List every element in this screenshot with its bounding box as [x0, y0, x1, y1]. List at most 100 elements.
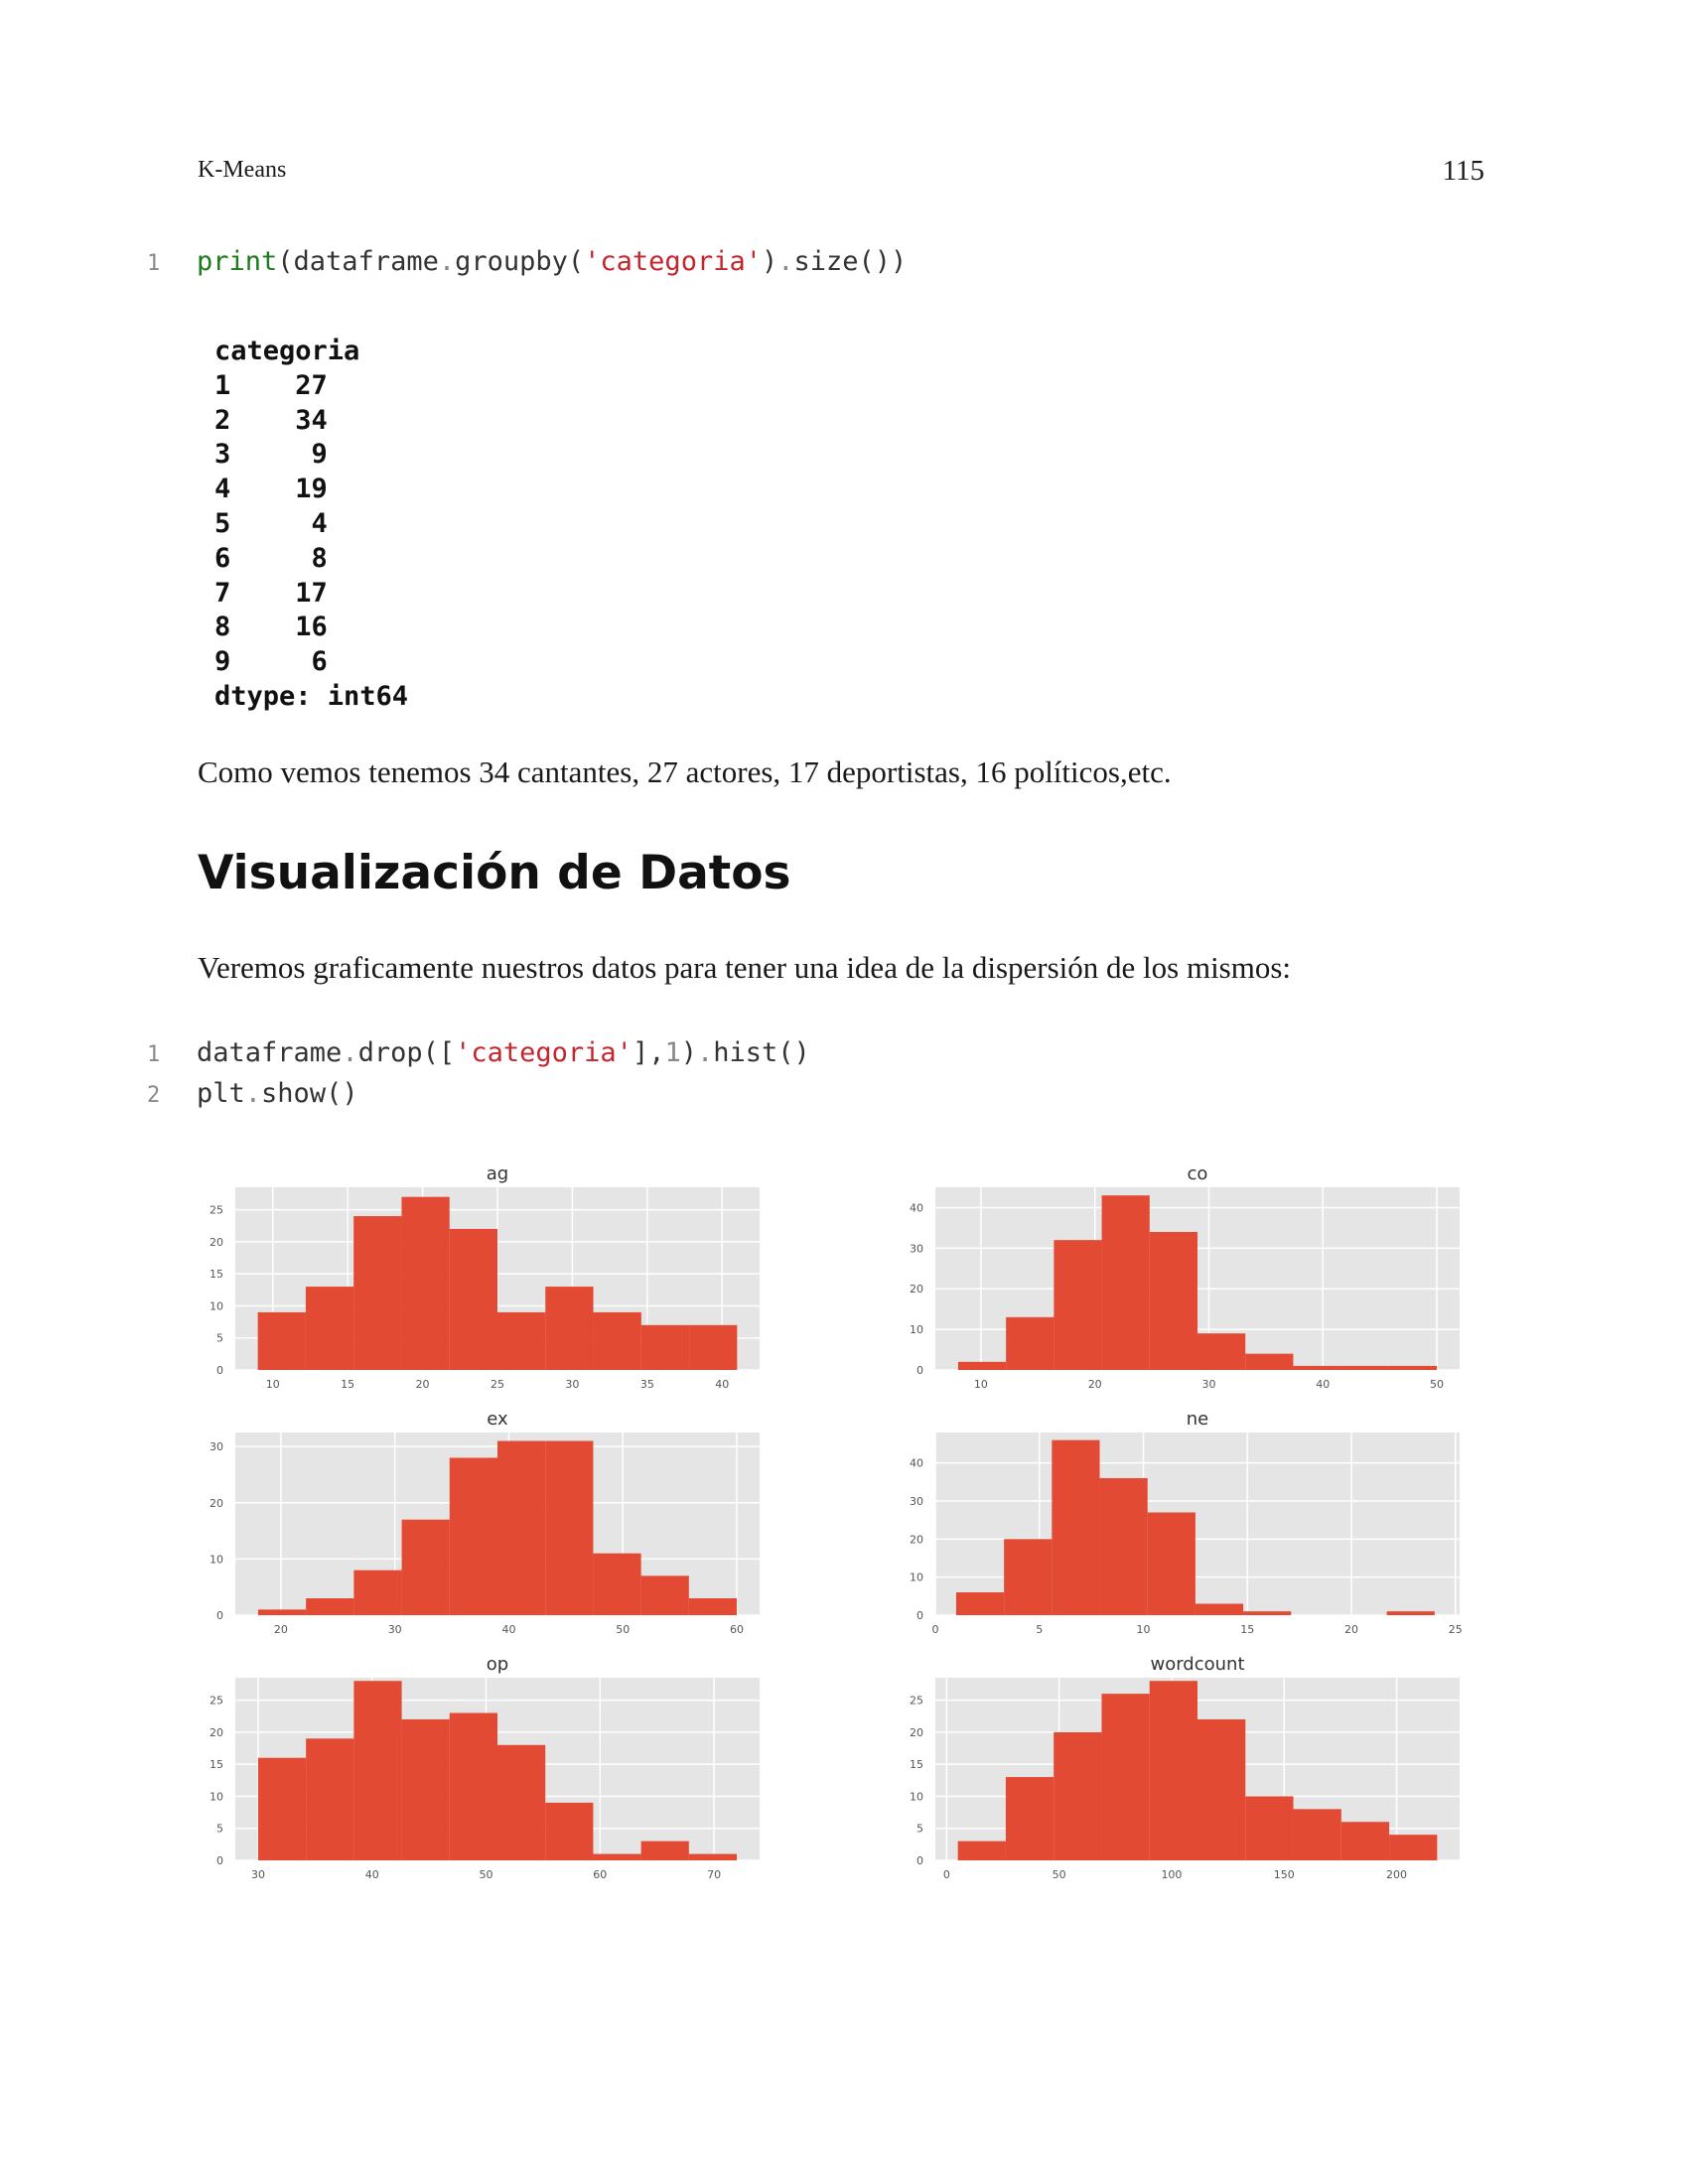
chart-title: co	[1188, 1163, 1208, 1184]
histogram-bar	[1293, 1809, 1341, 1860]
histogram-bar	[1149, 1231, 1197, 1370]
y-tick-label: 0	[216, 1364, 223, 1377]
code-token: hist()	[713, 1037, 810, 1068]
x-tick-label: 40	[1316, 1378, 1330, 1391]
y-tick-label: 15	[210, 1268, 223, 1281]
x-tick-label: 10	[1137, 1623, 1151, 1636]
histogram-bar	[1388, 1365, 1438, 1370]
histogram-bar	[306, 1738, 354, 1860]
x-tick-label: 40	[365, 1868, 379, 1881]
histogram-bar	[545, 1440, 594, 1615]
y-tick-label: 20	[910, 1283, 923, 1296]
histogram-bar	[593, 1853, 641, 1860]
histogram-bar	[1197, 1718, 1246, 1860]
histogram-bar	[1197, 1333, 1246, 1370]
histogram-svg: 0 50 100 150 200 0 5 10 15 20 25 wordcount	[910, 1654, 1460, 1881]
code-token: (dataframe	[277, 246, 439, 277]
x-tick-label: 40	[715, 1378, 729, 1391]
histogram-bar	[1245, 1353, 1294, 1370]
histogram-bar	[401, 1519, 450, 1615]
histogram-bar	[957, 1841, 1006, 1860]
code-token: ],	[632, 1037, 665, 1068]
x-tick-label: 25	[1449, 1623, 1463, 1636]
code-token: 'categoria'	[584, 246, 762, 277]
histogram-bar	[1054, 1731, 1102, 1860]
code-token: size())	[793, 246, 908, 277]
y-tick-label: 30	[910, 1495, 923, 1508]
x-tick-label: 15	[341, 1378, 354, 1391]
chart-title: wordcount	[1150, 1654, 1244, 1675]
histogram-bar	[955, 1592, 1005, 1615]
histogram-bar	[401, 1718, 450, 1860]
histogram-bar	[1149, 1681, 1197, 1860]
y-tick-label: 40	[910, 1201, 923, 1214]
x-tick-label: 0	[943, 1868, 950, 1881]
x-tick-label: 10	[266, 1378, 280, 1391]
code-block-hist: 1 dataframe.drop(['categoria'],1).hist() 2…	[147, 1032, 810, 1114]
code-token: 1	[664, 1037, 681, 1068]
histogram-bar	[1245, 1796, 1294, 1860]
histogram-bar	[689, 1324, 738, 1370]
histogram-bar	[640, 1575, 689, 1615]
histogram-bar	[257, 1757, 307, 1860]
histogram-bar	[257, 1311, 306, 1370]
code-token: dataframe	[197, 1037, 343, 1068]
histogram-co: 10 20 30 40 50 0 10 20 30 40 co	[892, 1158, 1468, 1396]
y-tick-label: 0	[916, 1364, 923, 1377]
y-tick-label: 0	[916, 1609, 923, 1622]
histogram-bar	[1389, 1835, 1438, 1860]
histogram-bar	[545, 1287, 594, 1370]
histogram-bar	[1006, 1316, 1055, 1370]
x-tick-label: 35	[640, 1378, 654, 1391]
x-tick-label: 50	[616, 1623, 630, 1636]
histogram-bar	[1101, 1195, 1150, 1370]
histogram-bar	[1293, 1365, 1341, 1370]
code-token: .	[244, 1078, 262, 1109]
y-tick-label: 0	[216, 1609, 223, 1622]
x-tick-label: 150	[1274, 1868, 1295, 1881]
y-tick-label: 5	[916, 1823, 923, 1836]
histogram-bar	[1054, 1240, 1102, 1370]
chart-title: ex	[487, 1409, 508, 1430]
x-tick-label: 40	[501, 1623, 515, 1636]
x-tick-label: 60	[593, 1868, 607, 1881]
histogram-bar	[306, 1598, 354, 1615]
histogram-bar	[593, 1553, 641, 1615]
code-token: )	[680, 1037, 697, 1068]
histogram-bar	[497, 1311, 546, 1370]
chart-title: ne	[1187, 1409, 1208, 1430]
line-number: 1	[147, 251, 161, 276]
histogram-bar	[497, 1744, 546, 1860]
y-tick-label: 10	[910, 1571, 923, 1584]
histogram-bar	[449, 1457, 497, 1615]
histogram-bar	[257, 1609, 307, 1615]
histogram-bar	[449, 1712, 497, 1860]
x-tick-label: 20	[1088, 1378, 1102, 1391]
histogram-bar	[497, 1440, 546, 1615]
code-token: .	[438, 246, 456, 277]
histogram-ex: 20 30 40 50 60 0 10 20 30 ex	[192, 1403, 768, 1641]
histogram-svg: 10 15 20 25 30 35 40 0 5 10 15 20 25 ag	[210, 1163, 760, 1391]
histogram-bar	[1195, 1603, 1244, 1615]
histogram-svg: 10 20 30 40 50 0 10 20 30 40 co	[910, 1163, 1460, 1391]
code-token: print	[197, 246, 278, 277]
histogram-svg: 20 30 40 50 60 0 10 20 30 ex	[210, 1409, 760, 1636]
histogram-bar	[353, 1681, 402, 1860]
histogram-bar	[1340, 1365, 1389, 1370]
running-head: K-Means	[198, 157, 287, 183]
x-tick-label: 200	[1386, 1868, 1407, 1881]
line-number: 1	[147, 1042, 161, 1067]
y-tick-label: 25	[210, 1204, 223, 1217]
histogram-bar	[688, 1853, 738, 1860]
y-tick-label: 20	[910, 1533, 923, 1546]
histogram-bar	[1340, 1822, 1390, 1860]
code-token: )	[761, 246, 778, 277]
y-tick-label: 20	[210, 1236, 223, 1249]
histogram-ne: 0 5 10 15 20 25 0 10 20 30 40 ne	[892, 1403, 1468, 1641]
histogram-bar	[593, 1311, 641, 1370]
y-tick-label: 25	[210, 1695, 223, 1707]
chart-title: ag	[487, 1163, 508, 1184]
histogram-bar	[640, 1324, 690, 1370]
histogram-svg: 30 40 50 60 70 0 5 10 15 20 25 op	[210, 1654, 760, 1881]
y-tick-label: 15	[210, 1758, 223, 1771]
